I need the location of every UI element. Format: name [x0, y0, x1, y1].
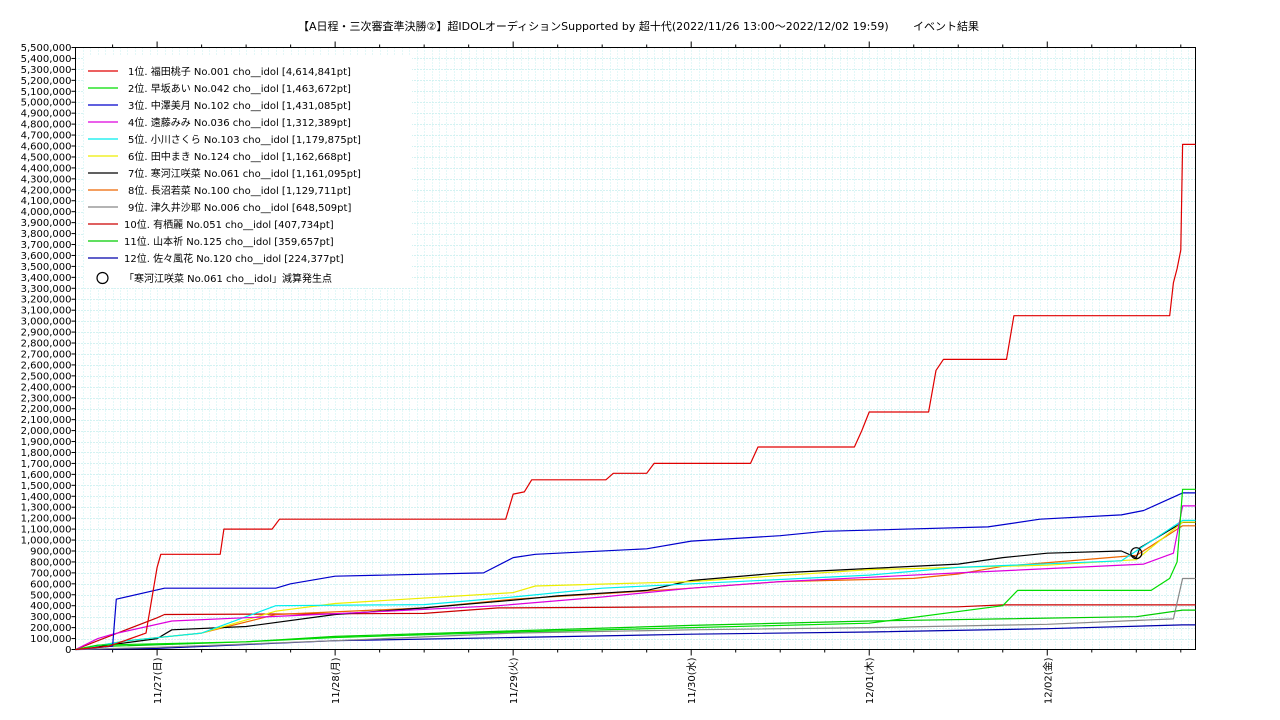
legend-marker-label: 「寒河江咲菜 No.061 cho__idol」減算発生点 — [124, 272, 332, 285]
series-line — [75, 488, 1196, 651]
y-tick-label: 3,100,000 — [21, 306, 72, 317]
y-tick-label: 1,700,000 — [21, 459, 72, 470]
y-tick-label: 1,000,000 — [21, 536, 72, 547]
y-tick-label: 2,700,000 — [21, 349, 72, 360]
y-tick-label: 400,000 — [30, 601, 71, 612]
y-tick-label: 2,500,000 — [21, 371, 72, 382]
y-tick-label: 1,900,000 — [21, 437, 72, 448]
y-tick-label: 4,300,000 — [21, 174, 72, 185]
markers — [1130, 547, 1143, 560]
legend: 1位. 福田桃子 No.001 cho__idol [4,614,841pt] 2… — [88, 65, 361, 285]
x-tick-label: 11/29(火) — [508, 657, 520, 704]
y-tick-label: 3,700,000 — [21, 240, 72, 251]
y-tick-label: 4,100,000 — [21, 196, 72, 207]
series-line — [75, 505, 1196, 651]
legend-label: 8位. 長沼若菜 No.100 cho__idol [1,129,711pt] — [128, 184, 351, 197]
y-tick-label: 1,200,000 — [21, 514, 72, 525]
y-tick-label: 800,000 — [30, 557, 71, 568]
y-tick-label: 2,200,000 — [21, 404, 72, 415]
y-tick-label: 3,200,000 — [21, 295, 72, 306]
y-tick-label: 2,900,000 — [21, 328, 72, 339]
y-tick-label: 2,100,000 — [21, 415, 72, 426]
chart-title: 【A日程・三次審査準決勝②】超IDOLオーディションSupported by 超… — [298, 19, 889, 33]
y-tick-label: 5,200,000 — [21, 76, 72, 87]
x-tick-label: 11/30(水) — [686, 657, 698, 704]
x-tick-label: 12/02(金) — [1041, 657, 1054, 704]
legend-label: 1位. 福田桃子 No.001 cho__idol [4,614,841pt] — [128, 65, 351, 78]
chart-subtitle: イベント結果 — [913, 19, 979, 33]
y-tick-label: 4,500,000 — [21, 152, 72, 163]
y-tick-label: 5,300,000 — [21, 65, 72, 76]
legend-label: 6位. 田中まき No.124 cho__idol [1,162,668pt] — [128, 150, 351, 163]
y-tick-label: 2,600,000 — [21, 360, 72, 371]
series-line — [75, 492, 1196, 651]
series-line — [75, 624, 1196, 651]
y-tick-label: 3,600,000 — [21, 251, 72, 262]
y-tick-label: 2,800,000 — [21, 339, 72, 350]
y-tick-label: 4,800,000 — [21, 120, 72, 131]
y-tick-label: 300,000 — [30, 612, 71, 623]
y-tick-label: 1,600,000 — [21, 470, 72, 481]
y-tick-label: 100,000 — [30, 634, 71, 645]
y-tick-label: 2,300,000 — [21, 393, 72, 404]
y-tick-label: 4,600,000 — [21, 142, 72, 153]
legend-label: 12位. 佐々風花 No.120 cho__idol [224,377pt] — [124, 252, 344, 265]
y-tick-label: 4,400,000 — [21, 163, 72, 174]
y-tick-label: 3,500,000 — [21, 262, 72, 273]
y-tick-label: 3,900,000 — [21, 218, 72, 229]
y-tick-label: 600,000 — [30, 579, 71, 590]
series-line — [75, 577, 1196, 651]
y-tick-label: 3,000,000 — [21, 317, 72, 328]
y-tick-label: 5,500,000 — [21, 43, 72, 54]
x-tick-label: 11/27(日) — [153, 657, 164, 704]
y-tick-label: 2,000,000 — [21, 426, 72, 437]
y-axis: 0100,000200,000300,000400,000500,000600,… — [21, 43, 76, 656]
legend-label: 3位. 中澤美月 No.102 cho__idol [1,431,085pt] — [128, 99, 351, 112]
legend-label: 9位. 津久井沙耶 No.006 cho__idol [648,509pt] — [128, 201, 351, 214]
legend-background — [84, 56, 412, 288]
y-tick-label: 900,000 — [30, 546, 71, 557]
series-line — [75, 519, 1196, 651]
y-tick-label: 1,100,000 — [21, 525, 72, 536]
series-line — [75, 521, 1196, 651]
y-tick-label: 1,400,000 — [21, 492, 72, 503]
plot-frame — [75, 47, 1196, 650]
y-tick-label: 5,400,000 — [21, 54, 72, 65]
y-tick-label: 200,000 — [30, 623, 71, 634]
legend-label: 4位. 遠藤みみ No.036 cho__idol [1,312,389pt] — [128, 116, 351, 129]
y-tick-label: 0 — [65, 645, 71, 656]
y-tick-label: 500,000 — [30, 590, 71, 601]
x-tick-label: 11/28(月) — [330, 657, 342, 704]
y-tick-label: 700,000 — [30, 568, 71, 579]
legend-label: 10位. 有栖麗 No.051 cho__idol [407,734pt] — [124, 218, 334, 231]
y-tick-label: 5,000,000 — [21, 98, 72, 109]
y-tick-label: 5,100,000 — [21, 87, 72, 98]
y-tick-label: 3,800,000 — [21, 229, 72, 240]
legend-label: 5位. 小川さくら No.103 cho__idol [1,179,875pt] — [128, 133, 361, 146]
series-line — [75, 143, 1196, 651]
x-tick-label: 12/01(木) — [864, 657, 876, 704]
y-tick-label: 3,400,000 — [21, 273, 72, 284]
y-tick-label: 4,700,000 — [21, 131, 72, 142]
series-line — [75, 604, 1196, 651]
y-tick-label: 1,500,000 — [21, 481, 72, 492]
y-tick-label: 1,300,000 — [21, 503, 72, 514]
legend-marker-symbol — [96, 271, 109, 285]
legend-label: 7位. 寒河江咲菜 No.061 cho__idol [1,161,095pt] — [128, 167, 361, 180]
series-line — [75, 609, 1196, 651]
y-tick-label: 4,000,000 — [21, 207, 72, 218]
y-tick-label: 3,300,000 — [21, 284, 72, 295]
y-tick-label: 4,200,000 — [21, 185, 72, 196]
legend-label: 11位. 山本祈 No.125 cho__idol [359,657pt] — [124, 235, 334, 248]
y-tick-label: 2,400,000 — [21, 382, 72, 393]
y-tick-label: 4,900,000 — [21, 109, 72, 120]
y-tick-label: 1,800,000 — [21, 448, 72, 459]
legend-label: 2位. 早坂あい No.042 cho__idol [1,463,672pt] — [128, 82, 351, 95]
series-lines — [75, 143, 1196, 651]
deduction-marker — [1130, 547, 1143, 560]
x-axis: 11/27(日) 11/28(月) 11/29(火) 11/30(水) 12/01(木)… — [112, 41, 1182, 704]
